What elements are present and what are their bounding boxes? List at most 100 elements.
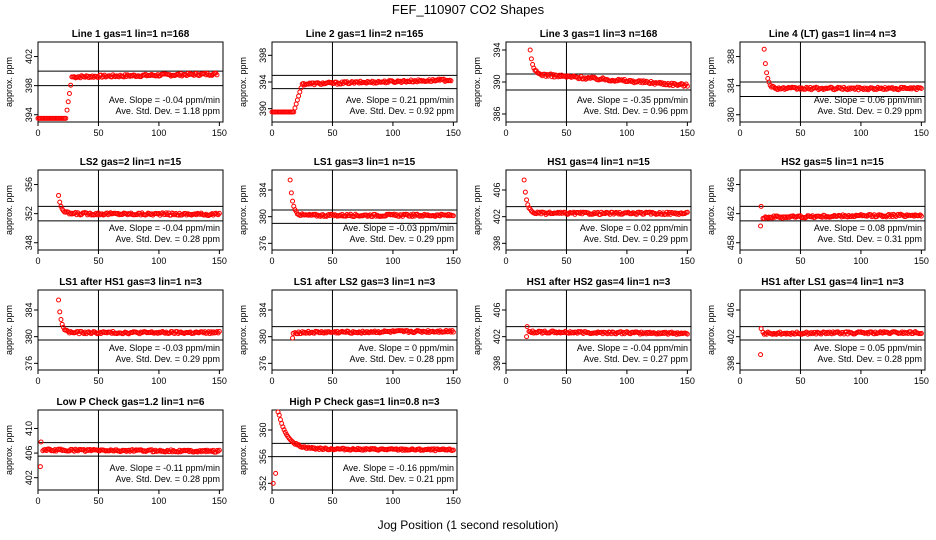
panel: HS1 gas=4 lin=1 n=15 0 50 100 150 398 402 406 ap… (472, 157, 695, 266)
data-point (684, 83, 690, 89)
x-tick-label: 50 (327, 376, 337, 386)
x-tick-label: 150 (680, 128, 695, 138)
slope-annotation: Ave. Slope = 0.06 ppm/min (814, 95, 922, 105)
data-point (448, 78, 454, 84)
data-point (60, 324, 66, 330)
data-point (276, 412, 282, 418)
data-point (214, 329, 220, 335)
std-dev-annotation: Ave. Std. Dev. = 0.29 ppm (584, 234, 688, 244)
x-tick-label: 150 (212, 256, 227, 266)
x-tick-label: 150 (446, 496, 461, 506)
y-tick-label: 394 (24, 107, 34, 122)
data-point (216, 447, 222, 453)
y-tick-label: 458 (726, 235, 736, 250)
x-tick-label: 0 (737, 128, 742, 138)
data-point (293, 101, 299, 107)
y-tick-label: 376 (258, 356, 268, 371)
data-point (58, 203, 64, 209)
y-tick-label: 348 (24, 235, 34, 250)
y-tick-label: 398 (24, 78, 34, 93)
x-tick-label: 0 (503, 128, 508, 138)
panel: Line 2 gas=1 lin=2 n=165 0 50 100 150 390 394 3… (238, 29, 461, 138)
x-tick-label: 100 (853, 128, 868, 138)
y-tick-label: 402 (492, 329, 502, 344)
slope-annotation: Ave. Slope = 0.08 ppm/min (814, 223, 922, 233)
y-axis-label: approx. ppm (472, 57, 482, 107)
y-axis-label: approx. ppm (706, 305, 716, 355)
x-tick-label: 50 (93, 128, 103, 138)
slope-annotation: Ave. Slope = 0.05 ppm/min (814, 343, 922, 353)
data-point (764, 70, 770, 76)
data-point (63, 115, 69, 121)
data-point (68, 82, 74, 88)
panel-title: Line 2 gas=1 lin=2 n=165 (306, 29, 424, 40)
y-tick-label: 360 (258, 422, 268, 437)
x-tick-label: 50 (93, 256, 103, 266)
data-point (57, 309, 63, 315)
panel: LS1 gas=3 lin=1 n=15 0 50 100 150 376 380 384 ap… (238, 157, 461, 266)
y-tick-label: 384 (258, 182, 268, 197)
plot-frame (505, 289, 692, 371)
data-point (918, 85, 924, 91)
data-point (450, 447, 456, 453)
page-title: FEF_110907 CO2 Shapes (391, 2, 545, 17)
x-tick-label: 150 (914, 128, 929, 138)
y-tick-label: 402 (726, 329, 736, 344)
data-point (214, 72, 220, 78)
x-tick-label: 100 (619, 376, 634, 386)
y-axis-label: approx. ppm (238, 57, 248, 107)
x-tick-label: 0 (269, 128, 274, 138)
y-axis-label: approx. ppm (4, 57, 14, 107)
x-tick-label: 100 (619, 128, 634, 138)
y-tick-label: 384 (726, 78, 736, 93)
y-tick-label: 380 (24, 329, 34, 344)
y-axis-label: approx. ppm (4, 425, 14, 475)
data-point (524, 197, 530, 203)
std-dev-annotation: Ave. Std. Dev. = 0.21 ppm (350, 474, 454, 484)
data-point (524, 334, 530, 340)
x-tick-label: 150 (680, 256, 695, 266)
panel: HS1 after HS2 gas=4 lin=1 n=3 0 50 100 150 39… (472, 277, 695, 386)
x-tick-label: 100 (151, 128, 166, 138)
data-point (215, 448, 221, 454)
y-tick-label: 384 (24, 302, 34, 317)
plot-frame (739, 289, 926, 371)
y-tick-label: 394 (258, 74, 268, 89)
y-tick-label: 386 (492, 106, 502, 121)
x-tick-label: 150 (914, 376, 929, 386)
data-point (758, 203, 764, 209)
y-tick-label: 406 (492, 302, 502, 317)
plot-frame (739, 169, 926, 251)
panel: LS1 after HS1 gas=3 lin=1 n=3 0 50 100 150 37… (4, 277, 227, 386)
slope-annotation: Ave. Slope = -0.35 ppm/min (577, 95, 688, 105)
data-point (293, 208, 299, 214)
data-point (216, 329, 222, 335)
y-tick-label: 390 (492, 74, 502, 89)
x-tick-label: 100 (385, 128, 400, 138)
panel: LS2 gas=2 lin=1 n=15 0 50 100 150 348 352 356 ap… (4, 157, 227, 266)
data-point (296, 93, 302, 99)
x-tick-label: 50 (561, 256, 571, 266)
x-tick-label: 100 (385, 256, 400, 266)
std-dev-annotation: Ave. Std. Dev. = 0.29 ppm (818, 106, 922, 116)
slope-annotation: Ave. Slope = 0 ppm/min (358, 343, 454, 353)
data-point (758, 352, 764, 358)
x-tick-label: 0 (269, 496, 274, 506)
slope-annotation: Ave. Slope = -0.16 ppm/min (343, 463, 454, 473)
std-dev-annotation: Ave. Std. Dev. = 0.28 ppm (350, 354, 454, 364)
y-tick-label: 398 (492, 236, 502, 251)
x-tick-label: 0 (35, 256, 40, 266)
data-point (684, 209, 690, 215)
x-tick-label: 50 (561, 128, 571, 138)
y-tick-label: 384 (258, 302, 268, 317)
y-tick-label: 380 (726, 107, 736, 122)
std-dev-annotation: Ave. Std. Dev. = 0.29 ppm (116, 354, 220, 364)
panel-title: Line 3 gas=1 lin=3 n=168 (540, 29, 658, 40)
slope-annotation: Ave. Slope = -0.04 ppm/min (109, 95, 220, 105)
data-point (287, 177, 293, 183)
x-tick-label: 50 (327, 496, 337, 506)
panel: HS1 after LS1 gas=4 lin=1 n=3 0 50 100 150 39… (706, 277, 929, 386)
data-point (526, 205, 532, 211)
x-tick-label: 100 (853, 256, 868, 266)
plot-frame (271, 409, 458, 491)
